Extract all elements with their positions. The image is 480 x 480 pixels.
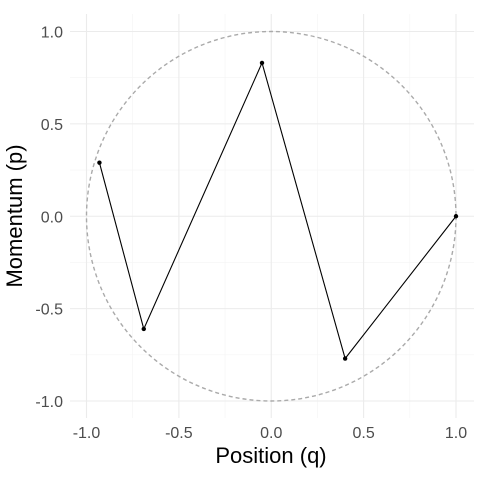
data-point [259, 60, 265, 66]
data-point [141, 326, 146, 332]
y-axis-ticks: -1.0 -0.5 0.0 0.5 1.0 [35, 25, 63, 412]
y-tick-label: 0.0 [41, 209, 63, 226]
x-tick-label: 1.0 [445, 425, 467, 442]
data-point [342, 356, 348, 361]
y-tick-label: -0.5 [35, 302, 63, 319]
y-tick-label: 0.5 [41, 117, 63, 134]
x-axis-ticks: -1.0 -0.5 0.0 0.5 1.0 [73, 425, 468, 442]
x-tick-label: 0.5 [353, 425, 375, 442]
y-axis-title: Momentum (p) [2, 144, 27, 287]
y-tick-label: -1.0 [35, 394, 63, 411]
x-axis-title: Position (q) [215, 443, 326, 468]
x-tick-label: 0.0 [260, 425, 282, 442]
series-layer [97, 60, 459, 361]
y-tick-label: 1.0 [41, 25, 63, 42]
data-point [453, 214, 459, 219]
data-point [97, 160, 102, 165]
x-tick-label: -0.5 [165, 425, 193, 442]
x-tick-label: -1.0 [73, 425, 101, 442]
